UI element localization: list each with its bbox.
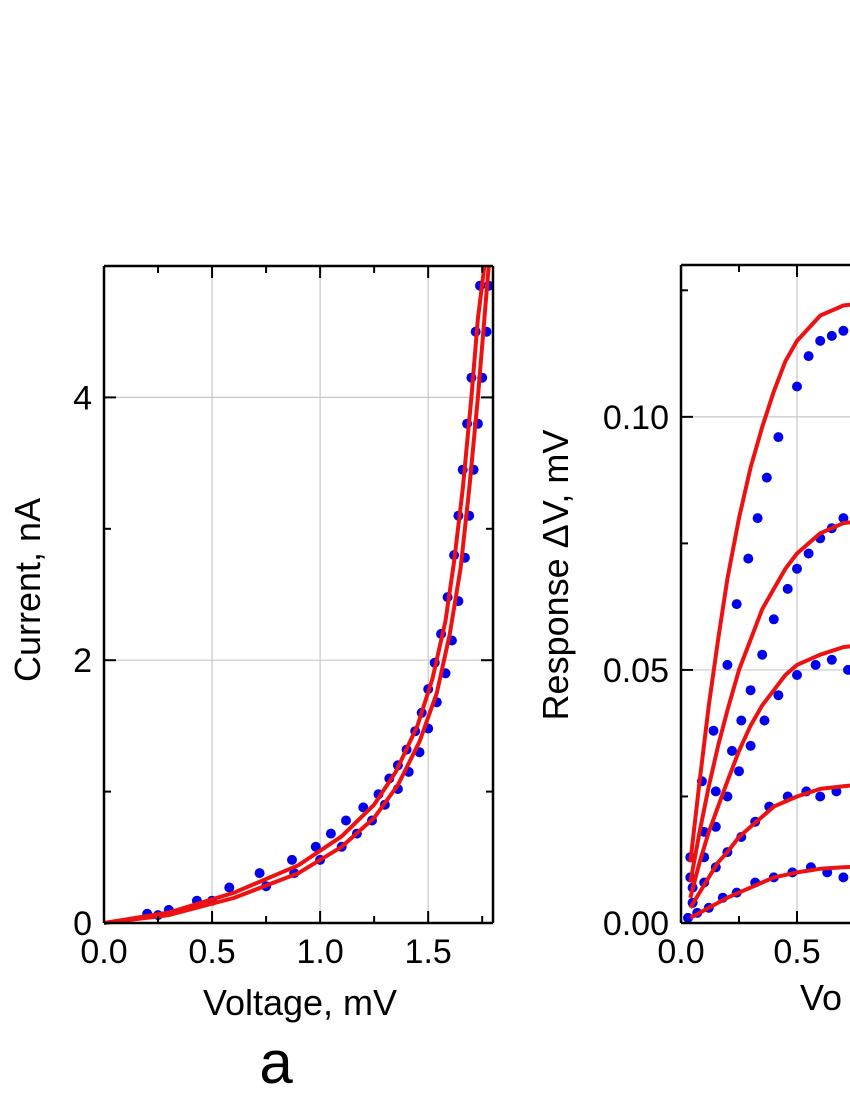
panel-b-data-point (734, 766, 744, 777)
panel-b-data-point (752, 513, 763, 524)
panel-b-data-point (745, 685, 756, 696)
panel-b-fit-line-7 (688, 644, 850, 899)
panel-b-y-tick-label: 0.10 (603, 399, 669, 437)
panel-b-data-point (838, 325, 849, 336)
panel-a-series (103, 265, 494, 925)
panel-a-data-point (325, 828, 336, 839)
panel-a-data-point (287, 854, 297, 865)
panel-a-data-point (224, 882, 235, 893)
panel-b-data-point (792, 670, 802, 680)
panel-b-data-point (803, 548, 814, 559)
panel-b-data-point (803, 351, 814, 362)
panel-b-data-point (710, 786, 721, 797)
panel-b-data-point (792, 381, 802, 392)
panel-b-data-point (708, 725, 719, 736)
panel-a-ylabel: Current, nA (7, 498, 48, 682)
panel-b-data-point (773, 690, 784, 701)
panel-b-data-point (782, 583, 793, 594)
panel-b-fit-line-6 (688, 520, 850, 883)
panel-b-ticks: 0.0 0.5 0.00 0.05 0.10 (603, 263, 850, 971)
panel-b-chart: 0.0 0.5 0.00 0.05 0.10 Vo Response ΔV, mV (535, 263, 850, 1018)
panel-b-fit-line-8 (688, 783, 850, 909)
panel-b-ylabel: Response ΔV, mV (535, 430, 576, 721)
panel-a-data-point (358, 802, 369, 813)
panel-b-data-point (792, 563, 802, 574)
panel-b-data-point (838, 872, 849, 883)
panel-b-x-tick-label: 0.5 (773, 933, 820, 971)
panel-b-y-tick-label: 0.00 (603, 905, 669, 943)
panel-a-y-tick-label: 4 (73, 379, 92, 417)
panel-a-data-point (310, 841, 321, 852)
panel-a-label: a (259, 1029, 293, 1096)
panel-b-data-point (826, 330, 837, 341)
panel-b-data-point (761, 472, 772, 483)
panel-b-data-point (843, 664, 850, 675)
panel-a-x-tick-label: 0.0 (80, 933, 127, 971)
panel-b-data-point (743, 553, 754, 564)
panel-a-fit-line-2 (103, 265, 487, 925)
panel-b-x-tick-label: 0.0 (657, 933, 704, 971)
panel-a-x-tick-label: 0.5 (188, 933, 235, 971)
panel-b-data-point (683, 912, 693, 923)
panel-b-data-point (745, 740, 756, 751)
panel-b-data-point (736, 715, 747, 726)
panel-b-y-tick-label: 0.05 (603, 652, 669, 690)
panel-b-fit-line-9 (689, 865, 850, 920)
panel-b-data-point (815, 335, 826, 346)
panel-a-fit-line-3 (103, 265, 491, 925)
panel-b-data-point (810, 659, 821, 670)
panel-b-xlabel: Vo (800, 977, 842, 1018)
panel-b-data-point (826, 654, 837, 665)
panel-a-ticks: 0.0 0.5 1.0 1.5 0 2 4 (73, 264, 495, 971)
panel-b-data-point (757, 649, 768, 660)
panel-b-data-point (731, 599, 742, 610)
panel-b-data-point (815, 791, 826, 802)
panel-a-x-tick-label: 1.5 (405, 933, 452, 971)
panel-a-data-point (341, 815, 351, 826)
panel-b-data-point (722, 659, 733, 670)
panel-b-data-point (727, 745, 737, 756)
panel-a-y-tick-label: 2 (73, 642, 92, 680)
panel-b-series (683, 302, 850, 923)
panel-b-data-point (722, 791, 733, 802)
panel-a-x-tick-label: 1.0 (296, 933, 343, 971)
panel-b-data-point (773, 432, 784, 443)
panel-a-y-tick-label: 0 (73, 905, 92, 943)
panel-b-grid (681, 265, 850, 923)
panel-a-grid (104, 266, 493, 923)
panel-b-data-point (768, 614, 779, 625)
panel-b-data-point (838, 513, 849, 524)
panel-b-data-point (759, 715, 770, 726)
panel-b-fit-line-5 (688, 302, 850, 863)
panel-a-xlabel: Voltage, mV (203, 982, 397, 1023)
panel-a-data-point (254, 868, 265, 879)
